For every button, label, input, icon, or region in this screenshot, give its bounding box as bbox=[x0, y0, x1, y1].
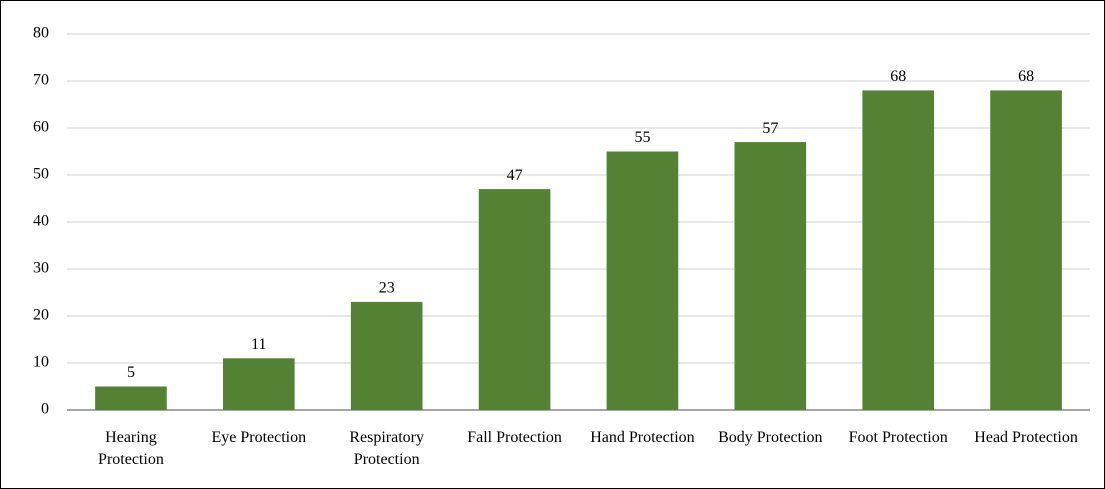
bar bbox=[95, 386, 167, 410]
data-label: 47 bbox=[507, 167, 523, 184]
data-label: 5 bbox=[127, 364, 135, 381]
y-tick-label: 10 bbox=[33, 354, 49, 371]
y-tick-label: 20 bbox=[33, 307, 49, 324]
data-label: 55 bbox=[634, 129, 650, 146]
data-label: 68 bbox=[890, 68, 906, 85]
bar bbox=[862, 90, 934, 411]
y-tick-label: 70 bbox=[33, 72, 49, 89]
bar bbox=[990, 90, 1062, 411]
x-tick-label: Hearing Protection bbox=[98, 429, 164, 468]
y-tick-label: 80 bbox=[33, 25, 49, 42]
bar bbox=[223, 358, 295, 410]
x-tick-label: Hand Protection bbox=[590, 429, 695, 446]
y-tick-label: 50 bbox=[33, 166, 49, 183]
x-tick-label: Body Protection bbox=[718, 429, 823, 446]
x-tick-label: Respiratory Protection bbox=[349, 429, 425, 468]
data-label: 23 bbox=[379, 280, 395, 297]
x-tick-label: Eye Protection bbox=[211, 429, 307, 446]
data-label: 11 bbox=[251, 336, 266, 353]
bar bbox=[606, 151, 679, 410]
x-tick-label: Foot Protection bbox=[848, 429, 948, 446]
data-label: 57 bbox=[762, 120, 778, 137]
bar bbox=[350, 301, 423, 410]
bar bbox=[478, 189, 551, 410]
bar bbox=[734, 142, 807, 410]
y-tick-label: 30 bbox=[33, 260, 49, 277]
y-tick-label: 0 bbox=[41, 401, 49, 418]
x-tick-label: Head Protection bbox=[974, 429, 1078, 446]
y-tick-label: 40 bbox=[33, 213, 49, 230]
y-tick-label: 60 bbox=[33, 119, 49, 136]
data-label: 68 bbox=[1018, 68, 1034, 85]
x-tick-label: Fall Protection bbox=[467, 429, 562, 446]
